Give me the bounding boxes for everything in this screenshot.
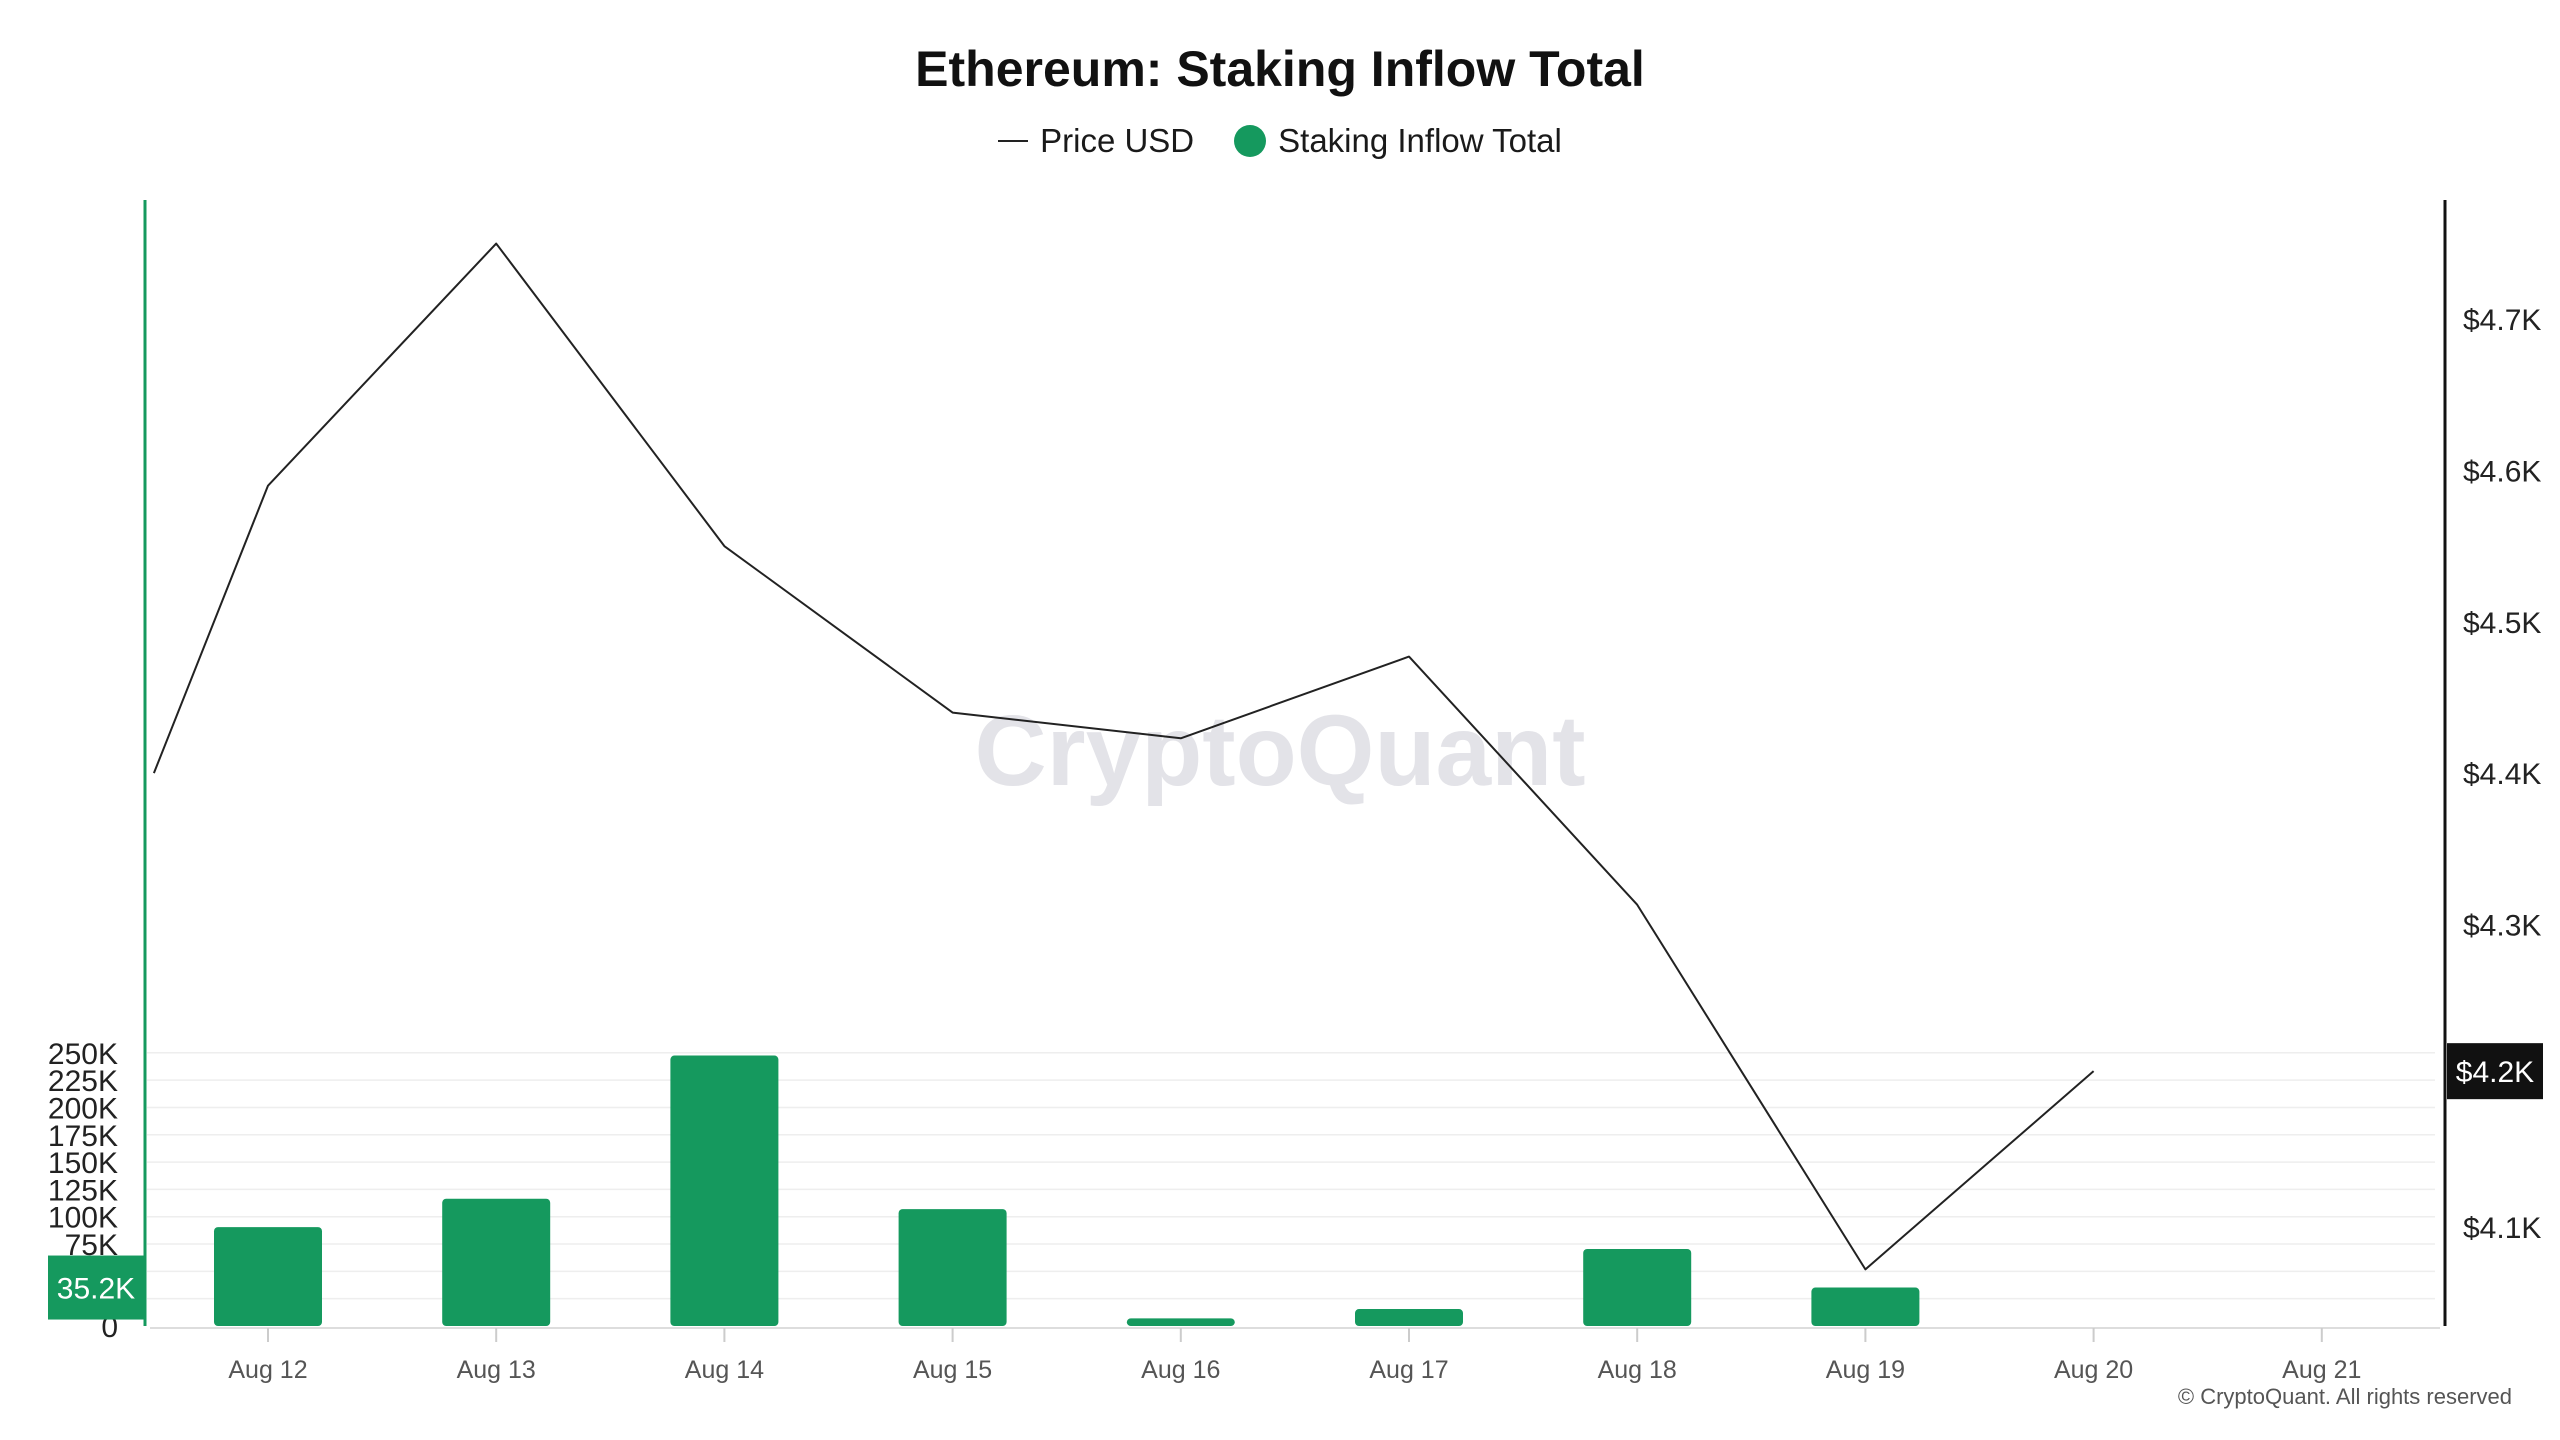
right-tick-label: $4.6K — [2463, 456, 2541, 489]
legend-item-price[interactable]: Price USD — [998, 122, 1194, 160]
left-current-label: 35.2K — [57, 1273, 135, 1306]
x-tick-label: Aug 15 — [913, 1356, 992, 1384]
line-swatch-icon — [998, 140, 1029, 142]
right-tick-label: $4.4K — [2463, 758, 2541, 791]
legend-item-inflow[interactable]: Staking Inflow Total — [1234, 122, 1562, 160]
x-tick-label: Aug 16 — [1141, 1356, 1220, 1384]
left-tick-label: 250K — [48, 1038, 118, 1071]
x-tick-label: Aug 17 — [1369, 1356, 1448, 1384]
x-tick-label: Aug 12 — [228, 1356, 307, 1384]
left-tick-label: 225K — [48, 1065, 118, 1098]
right-tick-label: $4.3K — [2463, 909, 2541, 942]
x-tick-label: Aug 18 — [1598, 1356, 1677, 1384]
right-tick-label: $4.5K — [2463, 607, 2541, 640]
left-tick-label: 100K — [48, 1202, 118, 1235]
x-tick-label: Aug 13 — [457, 1356, 536, 1384]
watermark-text: CryptoQuant — [974, 695, 1585, 807]
chart-title: Ethereum: Staking Inflow Total — [915, 41, 1645, 97]
right-current-label: $4.2K — [2456, 1056, 2534, 1089]
dot-swatch-icon — [1234, 125, 1267, 157]
legend-label-price: Price USD — [1040, 122, 1195, 159]
bar — [214, 1227, 322, 1326]
bar — [670, 1055, 779, 1326]
bar — [1126, 1318, 1235, 1326]
chart-legend: Price USD Staking Inflow Total — [0, 122, 2560, 160]
price-line — [152, 242, 2095, 1271]
x-tick-label: Aug 21 — [2282, 1356, 2361, 1384]
right-tick-label: $4.7K — [2463, 304, 2541, 337]
bar — [898, 1209, 1007, 1326]
bar — [442, 1198, 551, 1326]
left-tick-label: 200K — [48, 1092, 118, 1125]
left-current-badge — [48, 1255, 145, 1320]
right-current-badge — [2447, 1043, 2543, 1100]
copyright-notice: © CryptoQuant. All rights reserved — [2177, 1384, 2512, 1409]
left-tick-label: 150K — [48, 1147, 118, 1180]
x-tick-label: Aug 20 — [2054, 1356, 2133, 1384]
x-tick-label: Aug 14 — [685, 1356, 764, 1384]
bar — [1583, 1248, 1692, 1326]
left-tick-label: 125K — [48, 1174, 118, 1207]
bar — [1355, 1309, 1463, 1326]
bar — [1811, 1287, 1920, 1326]
x-tick-label: Aug 19 — [1826, 1356, 1905, 1384]
legend-label-inflow: Staking Inflow Total — [1278, 122, 1562, 159]
right-tick-label: $4.1K — [2463, 1212, 2541, 1245]
left-tick-label: 175K — [48, 1120, 118, 1153]
